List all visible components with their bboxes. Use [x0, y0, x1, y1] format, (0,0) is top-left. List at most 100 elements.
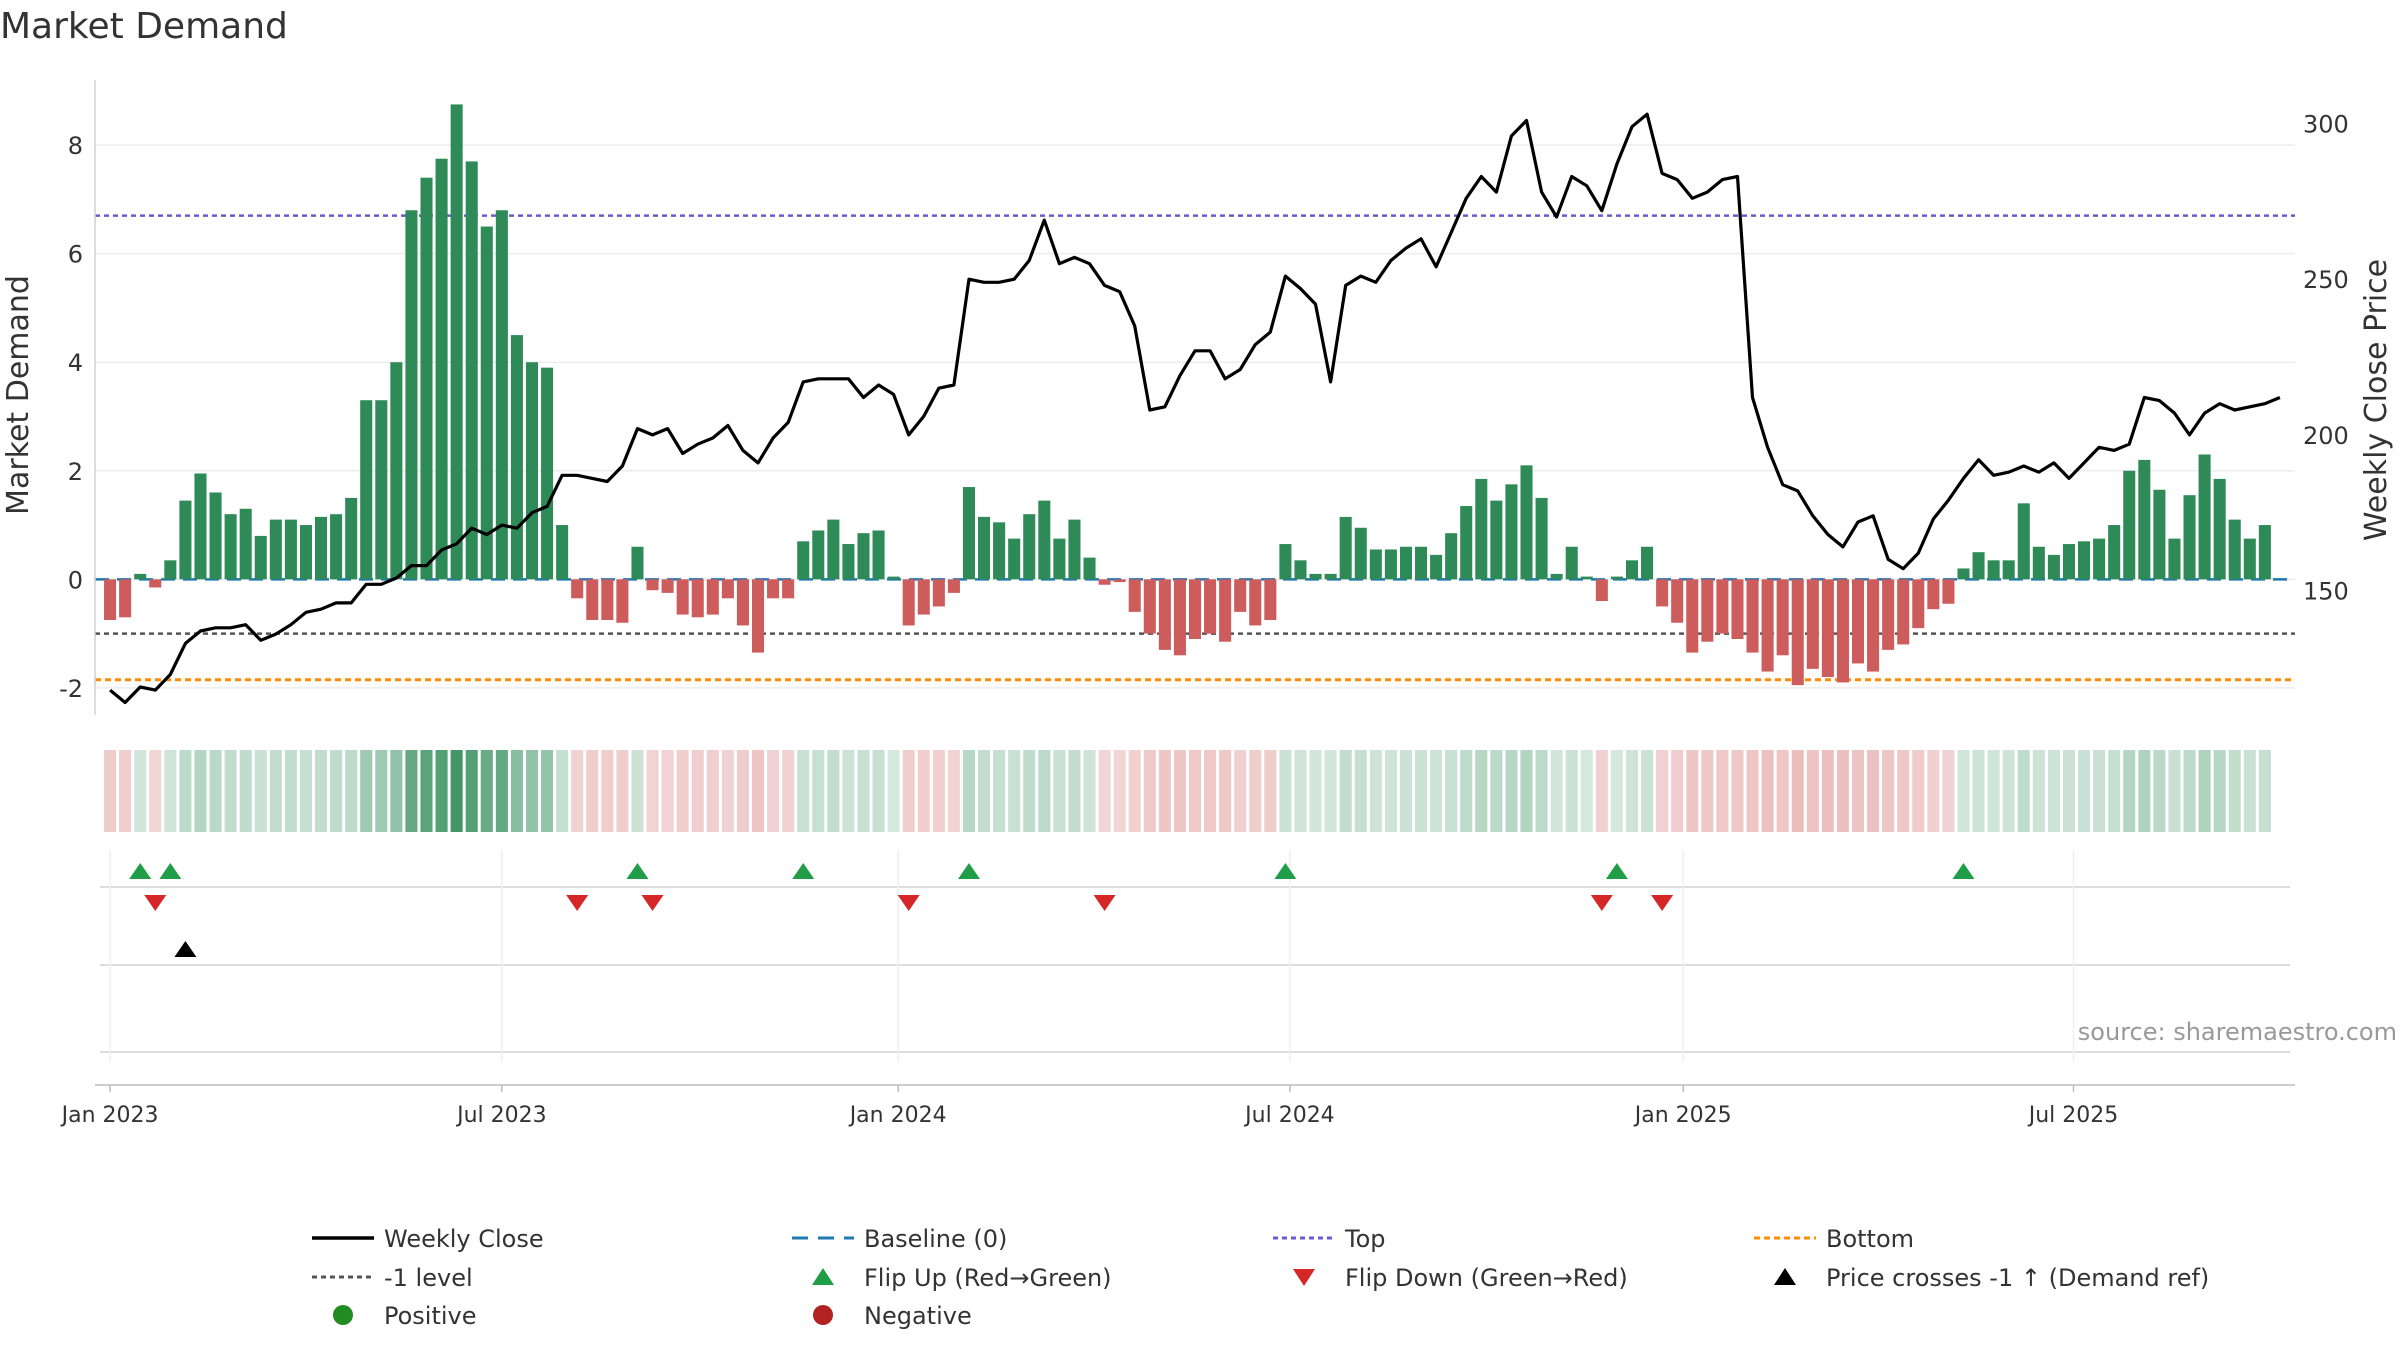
demand-bar	[782, 579, 795, 599]
heat-cell	[1249, 750, 1262, 832]
flip-up-marker	[957, 863, 980, 879]
x-tick-label: Jul 2025	[2027, 1103, 2119, 1128]
heat-cell	[1836, 750, 1849, 832]
heat-cell	[1957, 750, 1970, 832]
demand-bar	[315, 516, 328, 580]
heat-cell	[1520, 750, 1533, 832]
heat-cell	[1535, 750, 1548, 832]
demand-bar	[194, 473, 207, 580]
legend-swatch	[813, 1305, 833, 1325]
heat-cell	[375, 750, 388, 832]
heat-cell	[616, 750, 629, 832]
heat-cell	[480, 750, 493, 832]
flip-up-marker	[159, 863, 182, 879]
heat-cell	[1279, 750, 1292, 832]
heat-cell	[435, 750, 448, 832]
y-tick-left: 4	[68, 349, 83, 377]
demand-bar	[299, 525, 312, 580]
heat-cell	[194, 750, 207, 832]
demand-bar	[1098, 579, 1111, 585]
y-tick-right: 300	[2303, 111, 2349, 139]
heat-cell	[601, 750, 614, 832]
demand-bar	[2213, 478, 2226, 580]
heat-cell	[1610, 750, 1623, 832]
heat-cell	[1716, 750, 1729, 832]
heat-cell	[345, 750, 358, 832]
demand-bar	[541, 367, 554, 580]
legend-item-minus-one: -1 level	[312, 1264, 473, 1292]
legend-label: Bottom	[1826, 1225, 1914, 1253]
demand-bar	[269, 519, 282, 580]
heat-cell	[1550, 750, 1563, 832]
demand-bar	[2062, 544, 2075, 580]
y-tick-left: -2	[59, 675, 83, 703]
heat-cell	[224, 750, 237, 832]
heat-cell	[1234, 750, 1247, 832]
legend-swatch	[812, 1268, 834, 1285]
demand-bar	[1625, 560, 1639, 580]
heat-cell	[993, 750, 1006, 832]
heat-cell	[2093, 750, 2106, 832]
heat-cell	[1098, 750, 1111, 832]
heat-cell	[525, 750, 539, 832]
heat-cell	[1324, 750, 1337, 832]
demand-bar	[525, 362, 539, 580]
demand-bar	[1309, 573, 1322, 580]
demand-bar	[2002, 560, 2015, 580]
heat-cell	[1173, 750, 1186, 832]
heat-cell	[1731, 750, 1744, 832]
heat-cell	[2228, 750, 2241, 832]
demand-bar	[1249, 579, 1262, 626]
demand-bar	[1219, 579, 1232, 642]
heat-cell	[1339, 750, 1352, 832]
legend-item-flip-down: Flip Down (Green→Red)	[1293, 1264, 1628, 1292]
x-tick-label: Jul 2024	[1243, 1103, 1335, 1128]
heat-cell	[1776, 750, 1789, 832]
y-tick-left: 8	[68, 132, 83, 160]
heat-cell	[1158, 750, 1171, 832]
heat-cell	[1897, 750, 1910, 832]
weekly-close-line	[109, 112, 2281, 705]
demand-bar	[1113, 579, 1126, 583]
heat-cell	[1806, 750, 1819, 832]
heat-cell	[2078, 750, 2091, 832]
demand-bar	[1068, 519, 1081, 580]
demand-bar	[2153, 489, 2166, 580]
demand-bars	[104, 104, 2271, 686]
demand-bar	[1399, 546, 1412, 580]
heat-cell	[164, 750, 177, 832]
demand-bar	[751, 579, 765, 653]
demand-bar	[465, 161, 478, 580]
demand-bar	[932, 579, 945, 607]
heat-cell	[1942, 750, 1955, 832]
demand-bar	[601, 579, 614, 621]
heat-cell	[1641, 750, 1654, 832]
demand-bar	[1445, 533, 1458, 580]
legend-label: Flip Up (Red→Green)	[864, 1264, 1112, 1292]
demand-bar	[1656, 579, 1669, 607]
demand-bar	[1897, 579, 1910, 645]
y-tick-right: 150	[2303, 577, 2349, 605]
demand-bar	[1761, 579, 1774, 672]
flip-up-marker	[626, 863, 649, 879]
demand-bar	[510, 335, 523, 580]
demand-bar	[857, 533, 870, 580]
heat-cell	[450, 750, 463, 832]
demand-bar	[1264, 579, 1277, 621]
heat-cell	[1309, 750, 1322, 832]
heat-cell	[239, 750, 252, 832]
heat-cell	[1972, 750, 1985, 832]
demand-bar	[1038, 500, 1051, 580]
demand-bar	[1912, 579, 1925, 629]
demand-bar	[1686, 579, 1699, 653]
legend-label: Negative	[864, 1302, 972, 1330]
demand-bar	[917, 579, 930, 615]
heat-cell	[1701, 750, 1714, 832]
heat-cell	[571, 750, 584, 832]
heat-cell	[1219, 750, 1232, 832]
demand-bar	[1641, 546, 1654, 580]
heat-cell	[1008, 750, 1021, 832]
legend-item-top: Top	[1273, 1225, 1386, 1253]
demand-bar	[1143, 579, 1156, 634]
